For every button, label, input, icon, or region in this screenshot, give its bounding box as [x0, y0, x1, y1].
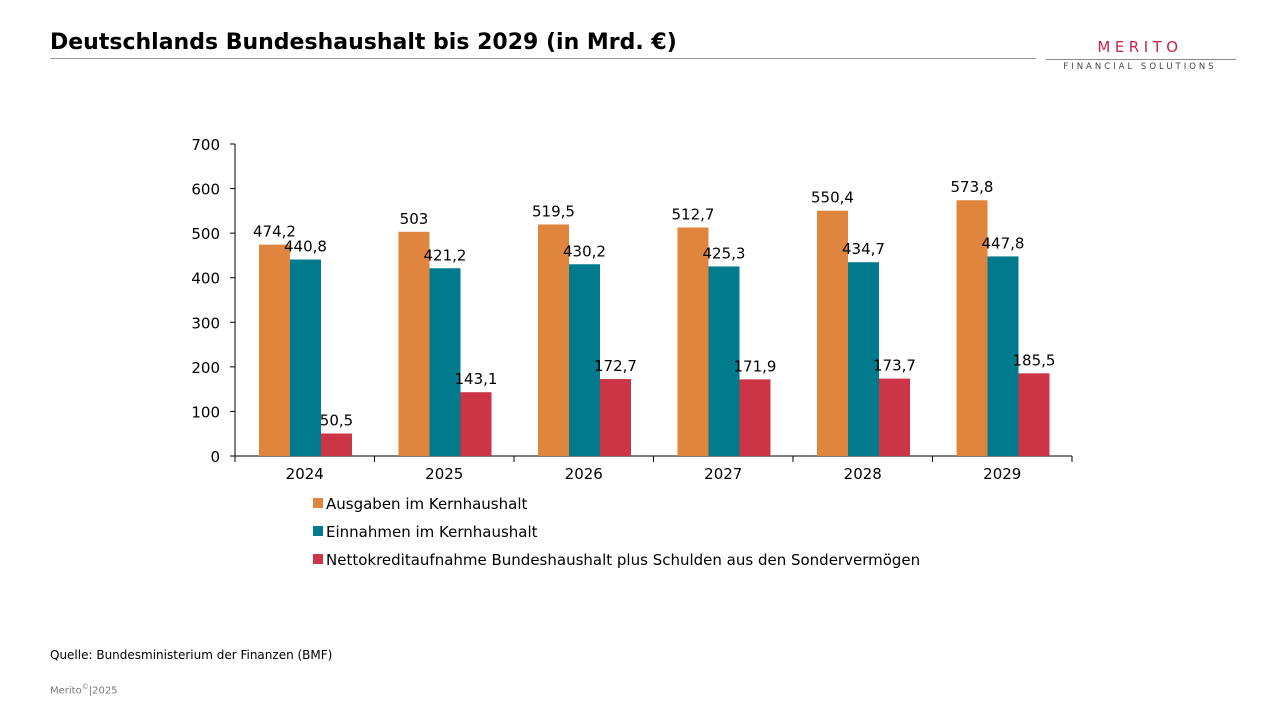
bar [538, 224, 569, 456]
y-tick-label: 600 [191, 181, 220, 199]
data-label: 512,7 [672, 205, 715, 223]
data-label: 430,2 [563, 242, 606, 260]
legend-label: Ausgaben im Kernhaushalt [326, 495, 527, 513]
legend-swatch [313, 526, 323, 536]
data-label: 434,7 [842, 240, 885, 258]
bar [848, 262, 879, 456]
data-label: 50,5 [320, 411, 353, 429]
legend-swatch [313, 554, 323, 564]
bar [956, 200, 988, 456]
y-tick-label: 300 [191, 314, 220, 332]
data-label: 519,5 [532, 202, 575, 220]
x-tick-label: 2028 [844, 465, 882, 483]
y-tick-label: 100 [191, 403, 220, 421]
data-label: 474,2 [253, 223, 296, 241]
logo-name: MERITO [1097, 38, 1183, 56]
footer-mark: © [81, 683, 89, 691]
data-label: 171,9 [734, 357, 777, 375]
footer-year: |2025 [88, 685, 118, 697]
source-note: Quelle: Bundesministerium der Finanzen (… [50, 648, 333, 662]
y-tick-label: 400 [191, 270, 220, 288]
bar [987, 256, 1019, 456]
data-label: 425,3 [703, 244, 746, 262]
bar [460, 392, 492, 456]
bar [817, 210, 848, 456]
bar [1018, 373, 1050, 456]
data-label: 573,8 [951, 178, 994, 196]
bar [398, 231, 430, 456]
bar [879, 378, 910, 456]
x-tick-label: 2025 [425, 465, 463, 483]
bar [259, 244, 290, 456]
bar [677, 227, 709, 456]
data-label: 550,4 [811, 189, 854, 207]
bar [569, 264, 600, 456]
data-label: 173,7 [873, 357, 916, 375]
logo-divider [1046, 59, 1236, 60]
footer-brand: Merito [50, 685, 82, 697]
logo-subtitle: FINANCIAL SOLUTIONS [1063, 62, 1217, 72]
data-label: 503 [400, 210, 429, 228]
x-tick-label: 2027 [704, 465, 742, 483]
data-label: 143,1 [455, 370, 498, 388]
data-label: 421,2 [424, 246, 467, 264]
merito-logo: MERITO FINANCIAL SOLUTIONS [1044, 38, 1236, 72]
x-tick-label: 2024 [286, 465, 324, 483]
bar [739, 379, 771, 456]
data-label: 185,5 [1013, 351, 1056, 369]
data-label: 447,8 [982, 234, 1025, 252]
bar [600, 379, 631, 456]
y-tick-label: 700 [191, 136, 220, 154]
y-tick-label: 500 [191, 225, 220, 243]
y-tick-label: 200 [191, 359, 220, 377]
bar [321, 433, 352, 456]
legend-label: Nettokreditaufnahme Bundeshaushalt plus … [326, 551, 920, 569]
page-title: Deutschlands Bundeshaushalt bis 2029 (in… [50, 30, 677, 55]
data-label: 172,7 [594, 357, 637, 375]
data-label: 440,8 [284, 238, 327, 256]
x-tick-label: 2029 [983, 465, 1021, 483]
x-tick-label: 2026 [565, 465, 603, 483]
legend-label: Einnahmen im Kernhaushalt [326, 523, 538, 541]
y-tick-label: 0 [210, 448, 220, 466]
title-divider [50, 58, 1036, 59]
legend-swatch [313, 498, 323, 508]
bar [708, 266, 740, 456]
bar [429, 268, 461, 456]
footer-copyright: Merito©|2025 [50, 683, 118, 696]
bar [290, 259, 321, 456]
